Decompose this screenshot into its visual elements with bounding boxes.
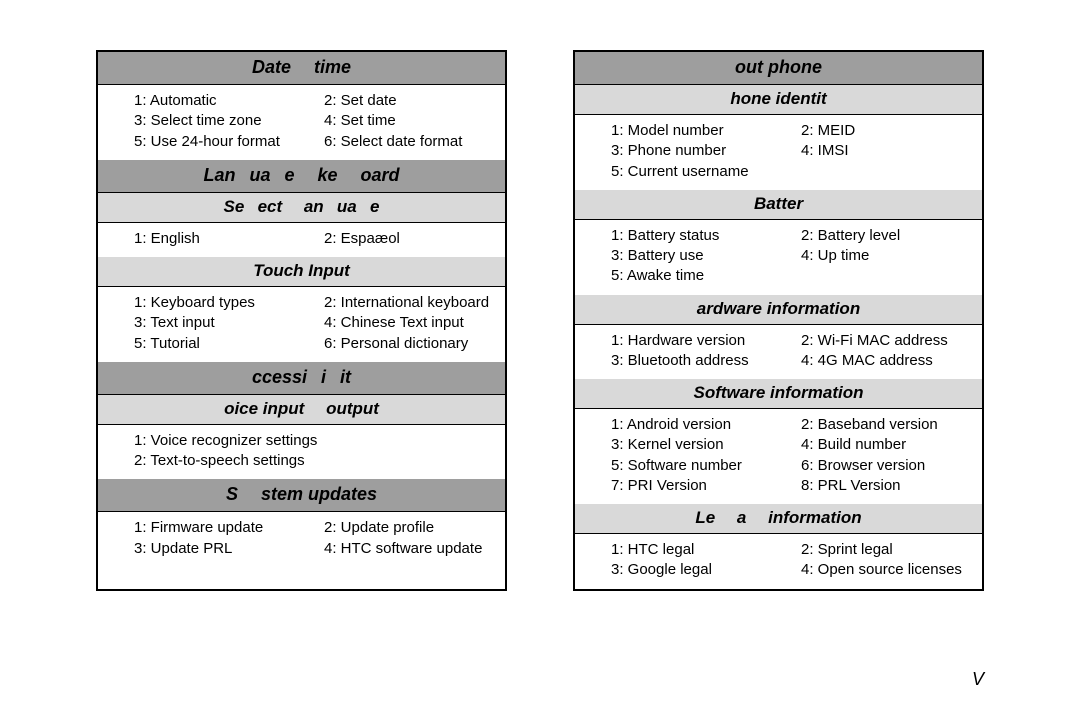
items-row: 1: Keyboard types2: International keyboa… <box>134 293 505 313</box>
item-cell: 6: Personal dictionary <box>324 334 468 354</box>
section-header-sub: Touch Input <box>98 257 505 287</box>
items-block: 1: English2: Espaæol <box>98 223 505 257</box>
item-cell: 1: Automatic <box>134 91 324 111</box>
items-row: 1: Hardware version2: Wi-Fi MAC address <box>611 331 982 351</box>
items-row: 1: Model number2: MEID <box>611 121 982 141</box>
items-row: 1: English2: Espaæol <box>134 229 505 249</box>
item-cell: 4: Build number <box>801 435 906 455</box>
items-row: 5: Software number6: Browser version <box>611 456 982 476</box>
items-block: 1: Battery status2: Battery level3: Batt… <box>575 220 982 295</box>
items-row: 3: Text input4: Chinese Text input <box>134 313 505 333</box>
item-cell: 7: PRI Version <box>611 476 801 496</box>
item-cell: 5: Software number <box>611 456 801 476</box>
items-row: 1: Android version2: Baseband version <box>611 415 982 435</box>
left-column: Date time1: Automatic2: Set date3: Selec… <box>96 50 507 591</box>
item-cell: 1: HTC legal <box>611 540 801 560</box>
item-cell: 5: Awake time <box>611 266 801 286</box>
section-header-sub: ardware information <box>575 295 982 325</box>
item-cell: 3: Google legal <box>611 560 801 580</box>
items-row: 5: Awake time <box>611 266 982 286</box>
item-cell: 1: Hardware version <box>611 331 801 351</box>
items-row: 3: Phone number4: IMSI <box>611 141 982 161</box>
section-header-sub: Le a information <box>575 504 982 534</box>
item-cell: 1: English <box>134 229 324 249</box>
item-cell: 4: HTC software update <box>324 539 482 559</box>
item-cell: 3: Bluetooth address <box>611 351 801 371</box>
section-header-sub: Batter <box>575 190 982 220</box>
items-row: 3: Kernel version4: Build number <box>611 435 982 455</box>
item-cell: 1: Voice recognizer settings <box>134 431 324 451</box>
item-cell: 2: Set date <box>324 91 397 111</box>
items-row: 3: Select time zone4: Set time <box>134 111 505 131</box>
items-block: 1: Voice recognizer settings2: Text-to-s… <box>98 425 505 480</box>
items-block: 1: Hardware version2: Wi-Fi MAC address3… <box>575 325 982 380</box>
items-row: 3: Update PRL4: HTC software update <box>134 539 505 559</box>
item-cell: 2: Sprint legal <box>801 540 893 560</box>
item-cell: 4: Chinese Text input <box>324 313 464 333</box>
item-cell: 2: Update profile <box>324 518 434 538</box>
items-row: 2: Text-to-speech settings <box>134 451 505 471</box>
items-block: 1: Keyboard types2: International keyboa… <box>98 287 505 362</box>
item-cell: 2: Baseband version <box>801 415 938 435</box>
item-cell: 1: Firmware update <box>134 518 324 538</box>
item-cell: 4: Open source licenses <box>801 560 962 580</box>
page-footer: V <box>972 669 984 690</box>
item-cell: 3: Battery use <box>611 246 801 266</box>
section-header-major: ccessi i it <box>98 362 505 395</box>
item-cell: 2: Espaæol <box>324 229 400 249</box>
section-header-sub: hone identit <box>575 85 982 115</box>
page: Date time1: Automatic2: Set date3: Selec… <box>0 0 1080 591</box>
section-header-sub: oice input output <box>98 395 505 425</box>
item-cell: 2: Battery level <box>801 226 900 246</box>
item-cell: 2: Wi-Fi MAC address <box>801 331 948 351</box>
item-cell: 1: Keyboard types <box>134 293 324 313</box>
item-cell: 1: Battery status <box>611 226 801 246</box>
items-row: 1: Battery status2: Battery level <box>611 226 982 246</box>
section-header-major: Date time <box>98 52 505 85</box>
section-header-major: Lan ua e ke oard <box>98 160 505 193</box>
item-cell: 1: Model number <box>611 121 801 141</box>
item-cell: 1: Android version <box>611 415 801 435</box>
items-block: 1: HTC legal2: Sprint legal3: Google leg… <box>575 534 982 589</box>
items-row: 1: Firmware update2: Update profile <box>134 518 505 538</box>
section-header-sub: Software information <box>575 379 982 409</box>
item-cell: 3: Text input <box>134 313 324 333</box>
items-row: 5: Current username <box>611 162 982 182</box>
items-block: 1: Firmware update2: Update profile3: Up… <box>98 512 505 567</box>
section-header-sub: Se ect an ua e <box>98 193 505 223</box>
item-cell: 2: Text-to-speech settings <box>134 451 324 471</box>
items-row: 5: Tutorial6: Personal dictionary <box>134 334 505 354</box>
items-row: 3: Bluetooth address4: 4G MAC address <box>611 351 982 371</box>
items-block: 1: Model number2: MEID3: Phone number4: … <box>575 115 982 190</box>
items-row: 1: Voice recognizer settings <box>134 431 505 451</box>
item-cell: 4: 4G MAC address <box>801 351 933 371</box>
item-cell: 4: Set time <box>324 111 396 131</box>
item-cell: 3: Kernel version <box>611 435 801 455</box>
item-cell: 5: Tutorial <box>134 334 324 354</box>
items-row: 1: Automatic2: Set date <box>134 91 505 111</box>
items-row: 7: PRI Version 8: PRL Version <box>611 476 982 496</box>
item-cell: 3: Phone number <box>611 141 801 161</box>
section-header-major: out phone <box>575 52 982 85</box>
item-cell: 5: Use 24-hour format <box>134 132 324 152</box>
items-block: 1: Automatic2: Set date3: Select time zo… <box>98 85 505 160</box>
item-cell: 6: Select date format <box>324 132 462 152</box>
items-row: 3: Google legal4: Open source licenses <box>611 560 982 580</box>
item-cell: 4: Up time <box>801 246 869 266</box>
item-cell: 8: PRL Version <box>801 476 901 496</box>
right-column: out phonehone identit1: Model number2: M… <box>573 50 984 591</box>
items-row: 3: Battery use4: Up time <box>611 246 982 266</box>
item-cell: 6: Browser version <box>801 456 925 476</box>
section-header-major: S stem updates <box>98 479 505 512</box>
items-block: 1: Android version2: Baseband version3: … <box>575 409 982 504</box>
item-cell: 2: MEID <box>801 121 855 141</box>
item-cell: 3: Update PRL <box>134 539 324 559</box>
items-row: 1: HTC legal2: Sprint legal <box>611 540 982 560</box>
item-cell: 2: International keyboard <box>324 293 489 313</box>
item-cell: 4: IMSI <box>801 141 849 161</box>
item-cell: 3: Select time zone <box>134 111 324 131</box>
items-row: 5: Use 24-hour format6: Select date form… <box>134 132 505 152</box>
item-cell: 5: Current username <box>611 162 801 182</box>
